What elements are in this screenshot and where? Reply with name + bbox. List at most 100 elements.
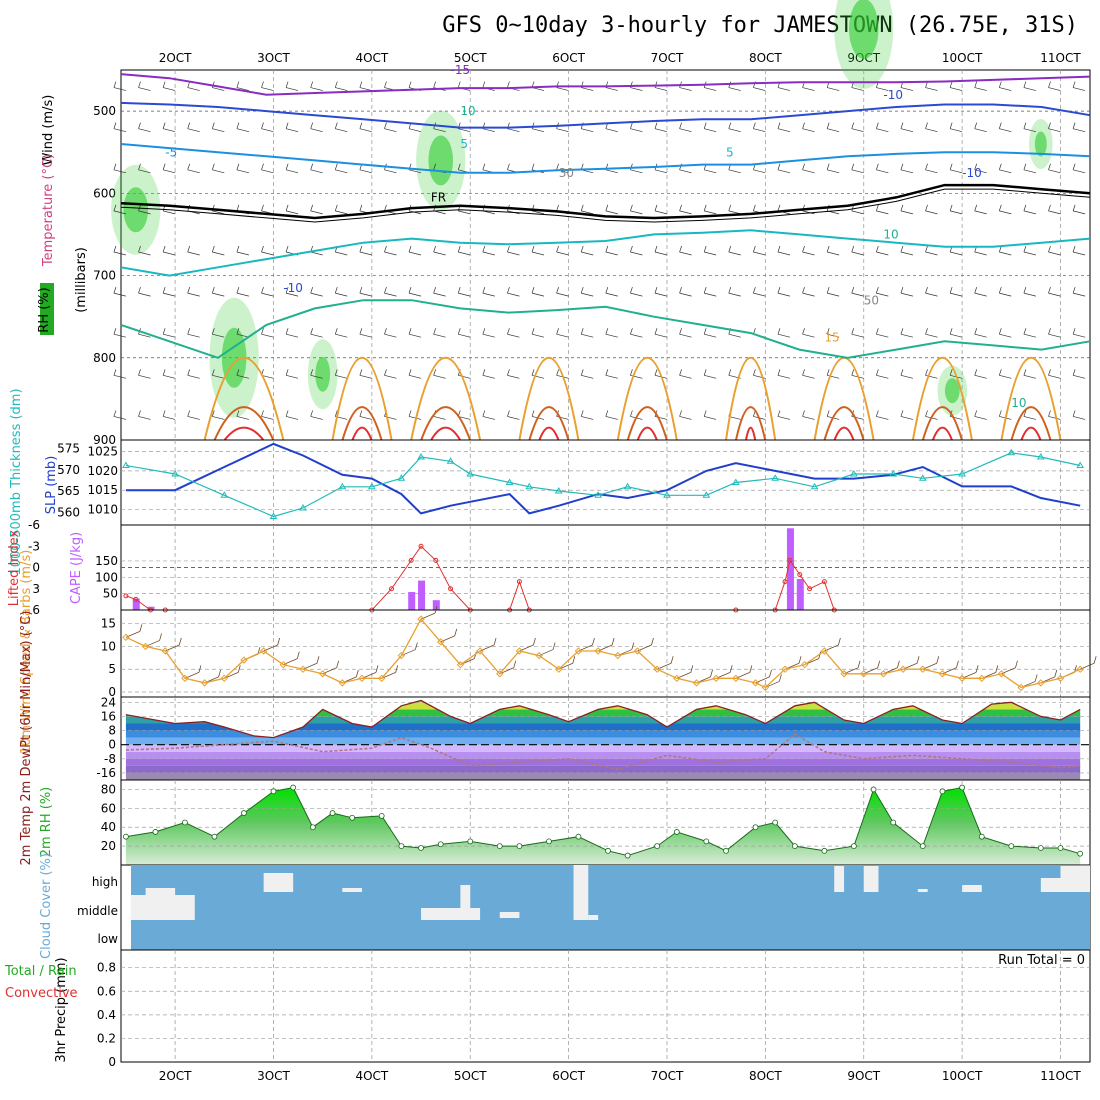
wind-barb: [211, 287, 225, 297]
rh-point: [241, 810, 247, 816]
wind-speed-point: [781, 665, 789, 673]
wind-barb: [777, 410, 791, 420]
slp-thickness-panel: 1010 1015 1020 1025 560 565 570 575: [57, 439, 1091, 526]
thickness-point: [525, 482, 534, 490]
isotherm-15: [410, 356, 482, 441]
rh-point: [290, 784, 297, 791]
wind-speed-point: [1017, 683, 1025, 692]
wind-barb: [1048, 245, 1061, 256]
wind-barb: [113, 287, 127, 297]
wind-barb: [777, 287, 791, 297]
wind-barb: [408, 287, 422, 297]
lifted-index-point: [448, 586, 454, 592]
wind-barb: [949, 328, 963, 338]
wind-barb-10m: [863, 660, 881, 675]
temp-tick-label: -8: [104, 752, 116, 766]
rh-point: [870, 786, 877, 793]
wind-barb: [162, 410, 176, 420]
cloud-gap: [917, 889, 928, 892]
wind-barb: [507, 328, 520, 338]
bottom-date-label: 10OCT: [942, 1069, 983, 1083]
thickness-point: [623, 482, 632, 490]
wind-speed-point: [456, 660, 465, 669]
y-axis-labels: Wind (m/s)Temperature (°C) RH (%) (milliba…: [4, 95, 89, 1063]
thickness-point: [918, 474, 927, 481]
rh-point: [703, 838, 710, 845]
freezing-level-line: [120, 188, 1091, 223]
wind-barb: [113, 81, 127, 91]
slp-tick-label: 1015: [87, 483, 118, 497]
pressure-tick-label: 500: [93, 104, 116, 118]
contour-label: 15: [824, 330, 839, 344]
wind-tick-label: 15: [101, 617, 116, 631]
wind-barb-10m: [755, 669, 772, 684]
wind-barb: [334, 163, 348, 174]
wind-barb: [310, 81, 323, 91]
wind-barb: [482, 245, 495, 256]
wind-barb: [900, 287, 914, 297]
wind-barb: [433, 245, 446, 256]
wind-barb: [384, 328, 397, 338]
wind-barb: [482, 81, 495, 91]
ylabel-temp-dewpt: 2m Temp 2m DewPt (6hr Min/Max) (°C): [19, 611, 34, 866]
precip-tick-label: 0.4: [97, 1008, 116, 1022]
rh-point: [1037, 845, 1044, 851]
wind-barb: [531, 369, 545, 379]
wind-barb: [826, 122, 840, 133]
cloud-gap: [342, 888, 363, 892]
wind-barb: [679, 369, 692, 379]
wind-barb: [162, 122, 176, 133]
temp-band: [125, 737, 1081, 745]
ylabel-rh: RH (%): [37, 287, 52, 332]
wind-barb: [679, 204, 692, 215]
wind-speed-point: [653, 665, 661, 673]
wind-speed-point: [141, 642, 150, 651]
chart-title: GFS 0~10day 3-hourly for JAMESTOWN (26.7…: [442, 13, 1078, 38]
wind-speed-point: [978, 674, 986, 683]
wind-barb: [605, 410, 618, 420]
wind-barb: [236, 369, 249, 379]
wind-barb: [851, 122, 864, 133]
rh-point: [496, 843, 503, 850]
bottom-date-label: 4OCT: [355, 1069, 388, 1083]
wind-speed-point: [358, 674, 366, 683]
wind-barb: [1023, 163, 1036, 174]
ylabel-wind: Wind (m/s): [41, 95, 56, 166]
wind-barb: [974, 410, 987, 420]
wind-barb: [974, 369, 987, 379]
panel-frame: [120, 439, 1091, 526]
wind-barb: [998, 81, 1012, 91]
wind-barb: [138, 81, 151, 91]
bottom-date-label: 11OCT: [1040, 1069, 1081, 1083]
wind-barb: [187, 287, 200, 297]
wind-barb: [974, 81, 987, 91]
wind-barb: [1023, 287, 1036, 297]
slp-line: [125, 442, 1081, 515]
wind-barb: [802, 122, 815, 133]
bottom-date-label: 6OCT: [552, 1069, 585, 1083]
thickness-point: [299, 504, 307, 511]
wind-barb: [1023, 410, 1036, 420]
wind-speed-point: [535, 651, 543, 660]
temperature-line: [125, 699, 1081, 739]
wind-barb-10m: [361, 665, 379, 679]
wind-barb: [1072, 122, 1086, 133]
wind-barb: [630, 328, 643, 338]
top-date-label: 7OCT: [651, 51, 684, 65]
rh-point: [723, 847, 729, 854]
upper-air-panel: 500 600 700 800 900 -15 -10 -5 5 10 15 FR -10 -10 5 10 3…: [93, 0, 1091, 447]
wind-barb: [384, 163, 397, 174]
wind-barb-10m: [597, 637, 615, 652]
isotherm-line: [120, 101, 1091, 129]
temp-band: [125, 772, 1081, 780]
wind-barb: [580, 204, 594, 215]
wind-speed-point: [437, 638, 445, 646]
wind-speed-point: [397, 651, 406, 660]
wind-speed-point: [919, 665, 927, 673]
wind-barb-10m: [578, 637, 595, 652]
wind-barb: [654, 328, 668, 338]
contour-label: 30: [559, 166, 574, 180]
wind-barb: [949, 163, 963, 174]
